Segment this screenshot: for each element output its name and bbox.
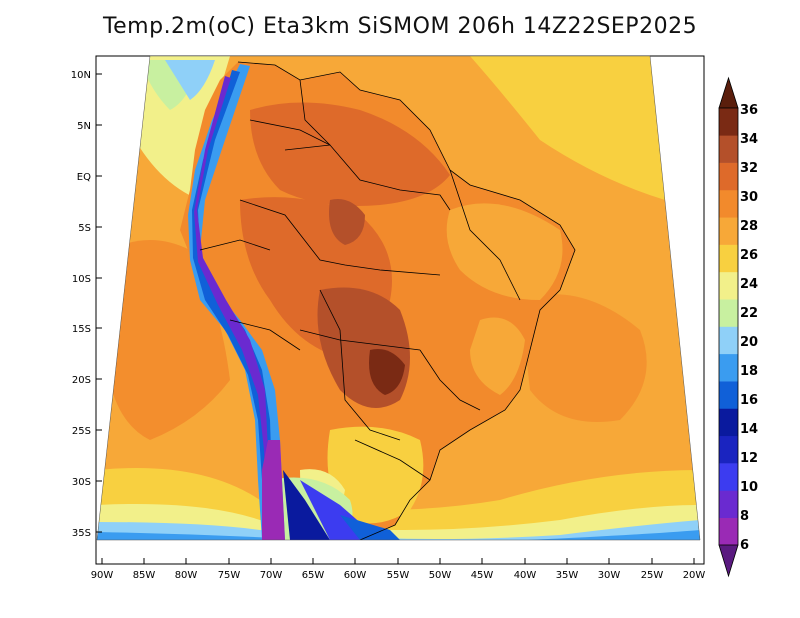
lon-label: 85W [133, 570, 156, 581]
temperature-field [97, 56, 700, 540]
colorbar-label: 32 [740, 161, 758, 176]
colorbar-cell [719, 135, 738, 163]
lat-label: 10N [71, 70, 91, 81]
colorbar-cell [719, 217, 738, 245]
lat-label: EQ [77, 172, 91, 183]
lon-label: 30W [598, 570, 621, 581]
colorbar-label: 8 [740, 509, 749, 524]
colorbar-cell [719, 490, 738, 518]
colorbar-label: 36 [740, 103, 758, 118]
lat-label: 5N [77, 121, 91, 132]
colorbar-cell [719, 517, 738, 546]
colorbar-label: 30 [740, 190, 758, 205]
lat-label: 20S [72, 375, 91, 386]
colorbar-cell [719, 271, 738, 300]
latitude-axis: 10N 5N EQ 5S 10S 15S 20S 25S 30S 35S [71, 70, 102, 539]
lat-label: 30S [72, 477, 91, 488]
colorbar-cell [719, 408, 738, 437]
colorbar-cell [719, 108, 738, 136]
colorbar-cell [719, 326, 738, 355]
lat-label: 15S [72, 324, 91, 335]
colorbar-label: 18 [740, 364, 758, 379]
colorbar-bottom-arrow [718, 544, 739, 578]
colorbar-label: 28 [740, 219, 758, 234]
lat-label: 10S [72, 274, 91, 285]
colorbar-label: 26 [740, 248, 758, 263]
lon-label: 65W [302, 570, 325, 581]
domain-outline [96, 55, 701, 541]
lon-label: 45W [471, 570, 494, 581]
map-title: Temp.2m(oC) Eta3km SiSMOM 206h 14Z22SEP2… [102, 14, 698, 39]
colorbar-top-arrow [718, 76, 739, 109]
lon-label: 80W [175, 570, 198, 581]
country-borders [199, 61, 576, 540]
lon-label: 20W [683, 570, 706, 581]
colorbar-cell [719, 435, 738, 464]
colorbar-label: 20 [740, 335, 758, 350]
lon-label: 70W [260, 570, 283, 581]
lon-label: 90W [91, 570, 114, 581]
lat-label: 25S [72, 426, 91, 437]
colorbar-label: 16 [740, 393, 758, 408]
lat-label: 5S [78, 223, 91, 234]
colorbar: 6 8 10 12 14 16 18 20 22 24 26 28 30 32 … [718, 76, 758, 578]
colorbar-cell [719, 353, 738, 382]
lon-label: 50W [429, 570, 452, 581]
lat-label: 35S [72, 528, 91, 539]
lon-label: 25W [641, 570, 664, 581]
colorbar-cell [719, 244, 738, 273]
colorbar-cell [719, 162, 738, 191]
lon-label: 35W [556, 570, 579, 581]
longitude-axis: 90W 85W 80W 75W 70W 65W 60W 55W 50W 45W … [91, 558, 706, 581]
colorbar-label: 12 [740, 451, 758, 466]
colorbar-label: 10 [740, 480, 758, 495]
lon-label: 60W [344, 570, 367, 581]
colorbar-cell [719, 189, 738, 218]
lon-label: 75W [218, 570, 241, 581]
lon-label: 40W [514, 570, 537, 581]
colorbar-cell [719, 381, 738, 409]
colorbar-cell [719, 463, 738, 491]
colorbar-label: 34 [740, 132, 758, 147]
colorbar-label: 14 [740, 422, 758, 437]
colorbar-label: 22 [740, 306, 758, 321]
colorbar-label: 6 [740, 538, 749, 553]
lon-label: 55W [387, 570, 410, 581]
colorbar-cell [719, 299, 738, 327]
colorbar-label: 24 [740, 277, 758, 292]
